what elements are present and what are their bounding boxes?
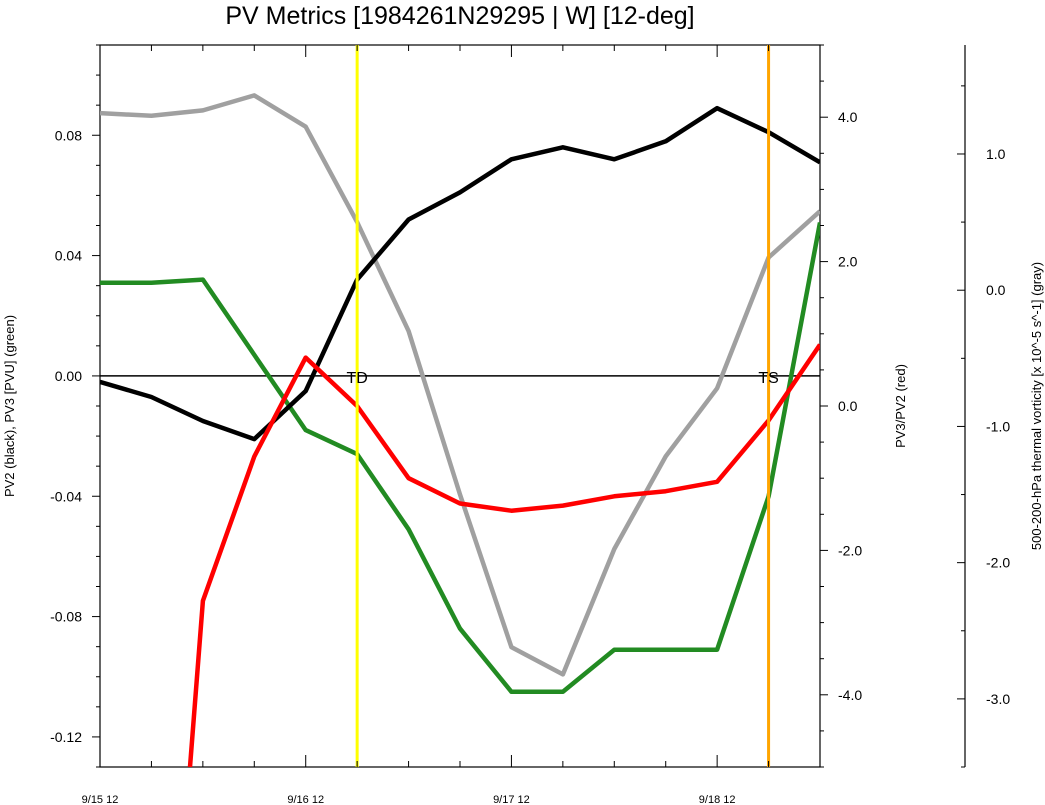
far-right-tick-label: 1.0 [986, 146, 1006, 162]
thermal-vorticity-gray-line [100, 93, 820, 677]
left-tick-label: 0.08 [55, 127, 82, 143]
left-axis-label: PV2 (black), PV3 [PVU] (green) [2, 315, 17, 497]
pv-ratio-red-line [187, 343, 820, 767]
axes-layer: 9/15 12 9/16 12 9/17 12 9/18 120.080.040.00… [50, 44, 1010, 805]
left-tick-label: -0.04 [50, 488, 82, 504]
left-tick-label: 0.00 [55, 368, 82, 384]
left-tick-label: -0.08 [50, 609, 82, 625]
far-right-tick-label: -1.0 [986, 418, 1010, 434]
pv2-black-line [100, 105, 820, 442]
far-right-tick-label: -2.0 [986, 555, 1010, 571]
x-tick-label: 9/16 12 [287, 794, 324, 805]
right-tick-label: 2.0 [838, 254, 858, 270]
pv3-green-line [100, 222, 820, 695]
right-axis-label: PV3/PV2 (red) [893, 364, 908, 448]
far-right-tick-label: 0.0 [986, 282, 1006, 298]
far-right-tick-label: -3.0 [986, 691, 1010, 707]
plot-frame [99, 44, 821, 768]
right-tick-label: 0.0 [838, 398, 858, 414]
events-layer: TD TS [346, 45, 779, 767]
event-label-td: TD [346, 370, 367, 387]
event-label-ts: TS [758, 370, 778, 387]
plot-border [99, 44, 821, 768]
right-tick-label: -4.0 [838, 687, 862, 703]
chart-title: PV Metrics [1984261N29295 | W] [12-deg] [225, 2, 694, 30]
series-layer [100, 93, 820, 767]
x-tick-label: 9/18 12 [699, 794, 736, 805]
x-tick-label: 9/17 12 [493, 794, 530, 805]
right-tick-label: 4.0 [838, 109, 858, 125]
right-tick-label: -2.0 [838, 542, 862, 558]
left-tick-label: 0.04 [55, 248, 82, 264]
x-tick-label: 9/15 12 [82, 794, 119, 805]
far-right-axis-label: 500-200-hPa thermal vorticity [x 10^-5 s… [1029, 262, 1044, 550]
left-tick-label: -0.12 [50, 729, 82, 745]
